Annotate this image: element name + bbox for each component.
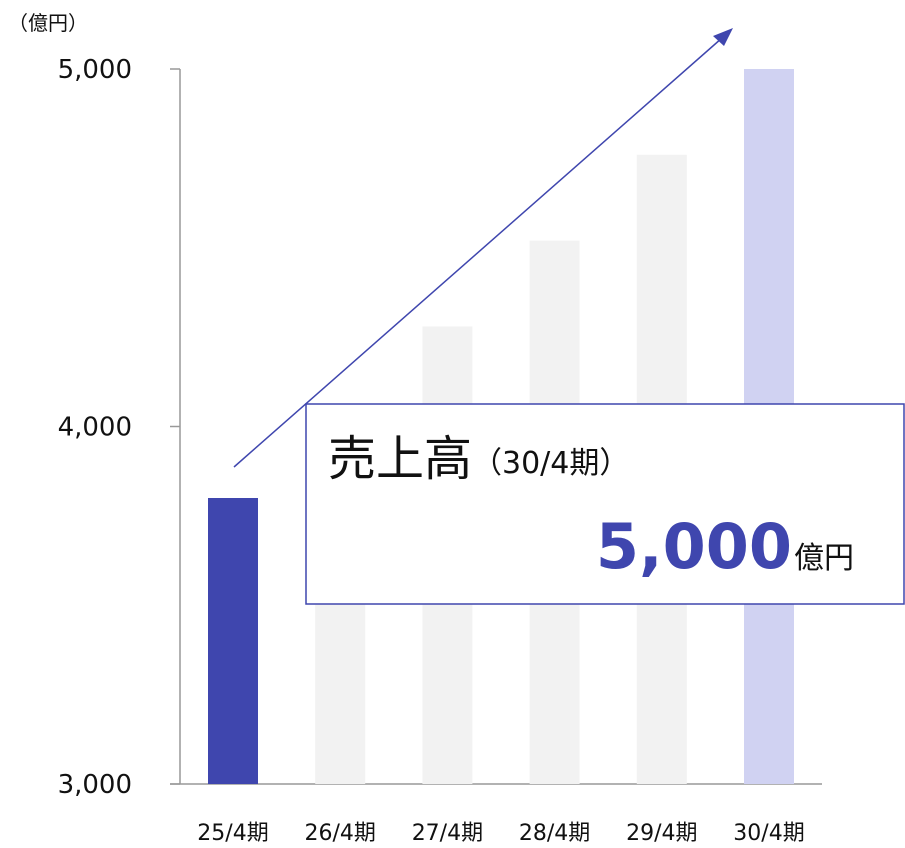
annotation-period: （30/4期）	[472, 446, 629, 481]
x-tick-label: 30/4期	[733, 821, 804, 846]
x-tick-label: 28/4期	[519, 821, 590, 846]
arrow-head	[713, 28, 733, 46]
annotation-value: 5,000	[596, 510, 792, 583]
x-tick-label: 27/4期	[412, 821, 483, 846]
x-tick-label: 25/4期	[197, 821, 268, 846]
annotation-unit: 億円	[794, 541, 854, 576]
x-tick-label: 26/4期	[304, 821, 375, 846]
y-tick-label: 4,000	[58, 413, 132, 443]
y-tick-label: 5,000	[58, 55, 132, 85]
y-tick-label: 3,000	[58, 770, 132, 800]
bar	[208, 498, 258, 784]
annotation-box	[305, 403, 905, 605]
trend-arrow	[233, 37, 723, 468]
x-tick-label: 29/4期	[626, 821, 697, 846]
annotation-title: 売上高	[328, 431, 472, 487]
unit-label: （億円）	[8, 11, 88, 35]
